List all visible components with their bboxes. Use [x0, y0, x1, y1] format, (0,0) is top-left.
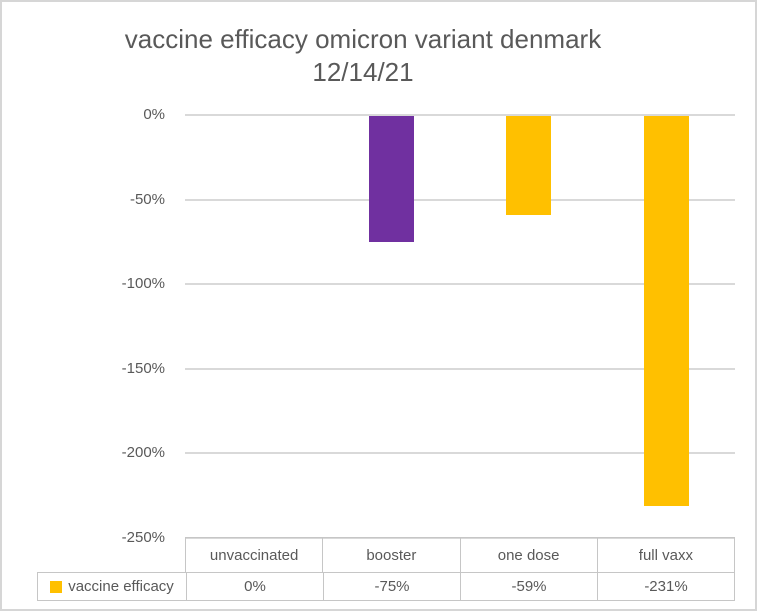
value-cell-one-dose: -59% — [460, 573, 597, 600]
gridline-0% — [185, 114, 735, 116]
y-tick-label: 0% — [143, 106, 165, 123]
chart-subtitle: 12/14/21 — [312, 57, 414, 87]
gridline--50% — [185, 198, 735, 201]
value-cell-unvaccinated: 0% — [186, 573, 323, 600]
y-tick-label: -250% — [121, 529, 165, 546]
value-cell-booster: -75% — [323, 573, 460, 600]
gridline--100% — [185, 283, 735, 286]
y-tick-label: -200% — [121, 444, 165, 462]
bar-full-vaxx — [643, 116, 689, 506]
chart-title: vaccine efficacy omicron variant denmark — [124, 24, 602, 54]
gridline--150% — [185, 367, 735, 370]
bar-booster — [368, 116, 414, 242]
plot-area — [185, 114, 735, 539]
y-tick-label: -100% — [121, 275, 165, 293]
category-cell-one-dose: one dose — [459, 538, 597, 573]
series-legend-label: vaccine efficacy — [68, 578, 174, 595]
bar-one-dose — [506, 116, 552, 215]
category-cell-booster: booster — [322, 538, 459, 573]
chart-title-block: vaccine efficacy omicron variant denmark… — [2, 23, 724, 89]
series-legend-swatch-icon — [50, 580, 63, 593]
category-cell-unvaccinated: unvaccinated — [209, 547, 299, 564]
data-table-value-row: vaccine efficacy 0% -75% -59% -231% — [37, 572, 735, 601]
data-table-category-row: unvaccinated booster one dose full vaxx — [185, 537, 735, 573]
value-cell-full-vaxx: -231% — [597, 573, 734, 600]
y-tick-label: -50% — [129, 190, 165, 208]
legend-cell: vaccine efficacy — [38, 573, 186, 600]
gridline--200% — [185, 452, 735, 455]
y-tick-label: -150% — [121, 359, 165, 377]
category-cell-full-vaxx: full vaxx — [596, 538, 734, 573]
